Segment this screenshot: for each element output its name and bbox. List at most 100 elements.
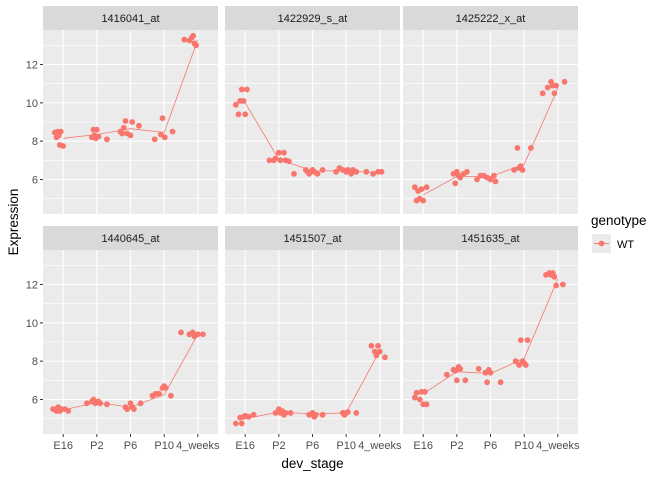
x-tick-label: 4_weeks bbox=[358, 440, 402, 452]
data-point bbox=[443, 371, 450, 378]
facet-strip-bg bbox=[225, 226, 400, 250]
x-tick-label: 4_weeks bbox=[176, 440, 220, 452]
facet-strip-bg bbox=[43, 226, 218, 250]
data-point bbox=[104, 401, 110, 408]
data-point bbox=[240, 98, 247, 104]
facet-panel-1451507_at: 1451507_at E16 P2 P6 P10 4_weeks bbox=[225, 226, 402, 452]
x-tick-label: P2 bbox=[450, 440, 463, 452]
data-point bbox=[375, 342, 381, 349]
data-point bbox=[83, 400, 90, 407]
data-point bbox=[272, 155, 279, 162]
facet-panel-1440645_at: 1440645_at 6 8 10 12 E16 P2 P6 P10 4_weeks bbox=[26, 226, 220, 452]
facet-panels: 1416041_at 6 8 10 12 1422929_s_at 1425222_x_at… bbox=[26, 6, 580, 452]
facet-panel-1425222_x_at: 1425222_x_at bbox=[403, 6, 578, 214]
data-point bbox=[514, 145, 521, 151]
x-axis-title: dev_stage bbox=[281, 456, 343, 471]
data-point bbox=[194, 331, 201, 338]
data-point bbox=[519, 167, 526, 173]
y-tick-label: 10 bbox=[26, 98, 38, 110]
data-point bbox=[382, 354, 388, 361]
data-point bbox=[551, 273, 558, 280]
data-point bbox=[287, 410, 294, 416]
data-point bbox=[200, 331, 206, 338]
x-tick-label: P10 bbox=[336, 440, 356, 452]
data-point bbox=[190, 32, 197, 39]
facet-strip-bg bbox=[403, 6, 578, 30]
data-point bbox=[487, 369, 494, 376]
data-point bbox=[524, 337, 531, 343]
data-point bbox=[282, 410, 289, 416]
data-point bbox=[517, 337, 524, 343]
data-point bbox=[484, 379, 490, 386]
facet-strip-label: 1416041_at bbox=[101, 13, 159, 25]
facet-panel-1416041_at: 1416041_at 6 8 10 12 bbox=[26, 6, 218, 214]
facet-strip-bg bbox=[43, 6, 218, 30]
data-point bbox=[57, 128, 64, 135]
data-point bbox=[244, 86, 250, 93]
data-point bbox=[422, 388, 428, 395]
data-point bbox=[368, 342, 375, 349]
legend-key-point bbox=[598, 240, 605, 247]
data-point bbox=[95, 133, 102, 140]
data-point bbox=[420, 197, 427, 204]
facet-strip-label: 1451635_at bbox=[461, 233, 519, 245]
data-point bbox=[169, 128, 176, 135]
data-point bbox=[238, 420, 245, 427]
data-point bbox=[97, 400, 104, 407]
data-point bbox=[457, 365, 464, 372]
data-point bbox=[411, 394, 418, 401]
data-point bbox=[492, 178, 499, 185]
data-point bbox=[131, 406, 137, 412]
x-tick-label: P2 bbox=[272, 440, 285, 452]
data-point bbox=[378, 168, 385, 175]
data-point bbox=[423, 401, 430, 408]
data-point bbox=[553, 282, 559, 289]
data-point bbox=[487, 176, 494, 183]
facet-strip-label: 1451507_at bbox=[283, 233, 341, 245]
data-point bbox=[93, 126, 100, 133]
data-point bbox=[250, 411, 257, 418]
data-point bbox=[151, 136, 158, 143]
data-point bbox=[528, 145, 534, 151]
data-point bbox=[281, 149, 287, 156]
data-point bbox=[475, 365, 482, 372]
data-point bbox=[162, 385, 169, 391]
data-point bbox=[286, 158, 292, 165]
data-point bbox=[464, 168, 470, 175]
data-point bbox=[370, 170, 376, 177]
data-point bbox=[333, 168, 339, 175]
series-line-wt bbox=[63, 39, 199, 139]
data-point bbox=[319, 411, 326, 418]
data-point bbox=[137, 400, 144, 407]
data-point bbox=[418, 186, 425, 193]
data-point bbox=[497, 379, 504, 386]
facet-panel-1422929_s_at: 1422929_s_at bbox=[225, 6, 400, 214]
data-point bbox=[511, 167, 517, 173]
data-point bbox=[516, 362, 522, 368]
data-point bbox=[124, 406, 130, 412]
data-point bbox=[136, 122, 142, 129]
x-tick-label: E16 bbox=[53, 440, 73, 452]
data-point bbox=[353, 168, 360, 175]
data-point bbox=[522, 362, 529, 368]
data-point bbox=[291, 170, 297, 177]
data-point bbox=[235, 111, 242, 118]
data-point bbox=[104, 136, 110, 143]
facet-strip-label: 1425222_x_at bbox=[456, 13, 526, 25]
data-point bbox=[344, 409, 351, 415]
legend: genotype WT bbox=[591, 213, 647, 253]
data-point bbox=[122, 118, 129, 124]
data-point bbox=[373, 352, 380, 359]
data-point bbox=[462, 377, 469, 384]
data-point bbox=[119, 130, 125, 137]
data-point bbox=[178, 329, 184, 336]
y-tick-label: 8 bbox=[32, 356, 38, 368]
data-point bbox=[452, 367, 459, 374]
x-tick-label: P10 bbox=[514, 440, 534, 452]
x-tick-label: P6 bbox=[484, 440, 497, 452]
facet-strip-label: 1440645_at bbox=[101, 233, 159, 245]
data-point bbox=[560, 281, 566, 288]
data-point bbox=[65, 408, 72, 414]
data-point bbox=[551, 90, 558, 97]
